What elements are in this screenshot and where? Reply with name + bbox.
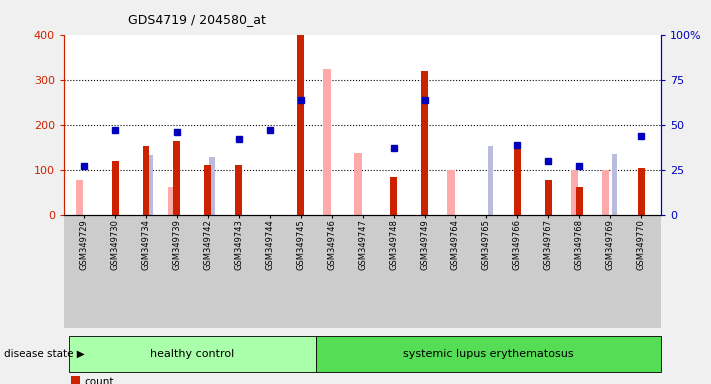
Bar: [324, 69, 331, 215]
Text: disease state ▶: disease state ▶: [4, 349, 85, 359]
Bar: [204, 164, 211, 215]
Bar: [571, 170, 579, 215]
Bar: [297, 35, 304, 215]
Bar: [235, 166, 242, 215]
Bar: [169, 187, 176, 215]
Text: systemic lupus erythematosus: systemic lupus erythematosus: [403, 349, 574, 359]
Bar: [112, 161, 119, 215]
Text: GDS4719 / 204580_at: GDS4719 / 204580_at: [128, 13, 266, 26]
Bar: [602, 170, 609, 215]
Bar: [611, 154, 617, 215]
Bar: [390, 177, 397, 215]
Bar: [148, 156, 153, 215]
Bar: [488, 146, 493, 215]
Bar: [576, 187, 583, 215]
Bar: [545, 180, 552, 215]
Bar: [421, 71, 428, 215]
Bar: [173, 141, 181, 215]
Bar: [210, 157, 215, 215]
Bar: [354, 153, 362, 215]
Text: count: count: [84, 377, 113, 384]
Bar: [514, 147, 521, 215]
Bar: [447, 170, 454, 215]
Bar: [638, 168, 645, 215]
Text: healthy control: healthy control: [150, 349, 235, 359]
Bar: [142, 146, 149, 215]
Bar: [75, 180, 83, 215]
